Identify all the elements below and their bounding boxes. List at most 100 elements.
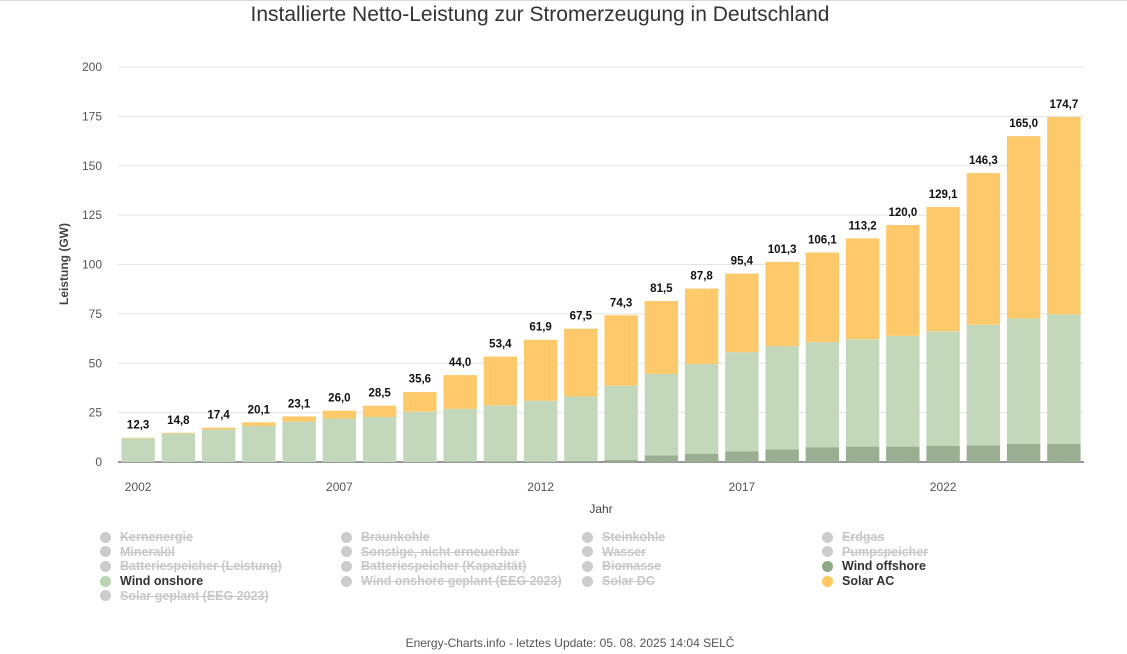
bar-segment-solar-ac-2009[interactable] bbox=[403, 392, 437, 412]
bar-segment-wind-onshore-2024[interactable] bbox=[1006, 318, 1041, 444]
legend-dot-icon bbox=[582, 575, 593, 587]
bar-segment-wind-offshore-2015[interactable] bbox=[644, 455, 679, 462]
bar-segment-wind-offshore-2024[interactable] bbox=[1006, 443, 1041, 462]
legend-item-wind-offshore[interactable]: Wind offshore bbox=[822, 559, 926, 573]
legend-item-batteriespeicher-leistung[interactable]: Batteriespeicher (Leistung) bbox=[100, 559, 282, 573]
bar-segment-solar-ac-2020[interactable] bbox=[845, 238, 880, 340]
bar-segment-solar-ac-2016[interactable] bbox=[684, 288, 719, 365]
total-label-2009: 35,6 bbox=[409, 374, 431, 386]
bar-segment-wind-onshore-2020[interactable] bbox=[845, 339, 880, 447]
total-label-2008: 28,5 bbox=[368, 388, 391, 400]
legend-dot-icon bbox=[822, 575, 833, 587]
bar-segment-wind-offshore-2016[interactable] bbox=[684, 453, 719, 462]
bar-segment-solar-ac-2014[interactable] bbox=[604, 315, 638, 386]
bar-segment-wind-onshore-2008[interactable] bbox=[362, 416, 397, 462]
bar-segment-wind-onshore-2022[interactable] bbox=[926, 331, 960, 447]
legend-item-solar-geplant-eeg-2023[interactable]: Solar geplant (EEG 2023) bbox=[100, 589, 269, 603]
total-label-2025: 174,7 bbox=[1049, 99, 1078, 111]
legend-item-solar-dc[interactable]: Solar DC bbox=[582, 574, 655, 588]
total-labels: 12,3 14,8 17,4 20,1 23,1 26,0 28,5 35,6 44,0 53,4… bbox=[127, 99, 1078, 432]
bar-segment-wind-offshore-2013[interactable] bbox=[564, 461, 598, 462]
legend-item-kernenergie[interactable]: Kernenergie bbox=[100, 530, 193, 544]
bar-segment-wind-offshore-2023[interactable] bbox=[966, 445, 1001, 462]
bar-segment-wind-onshore-2023[interactable] bbox=[966, 324, 1001, 446]
legend-dot-icon bbox=[341, 560, 352, 572]
bar-segment-wind-offshore-2019[interactable] bbox=[805, 447, 840, 462]
x-tick-label: 2002 bbox=[125, 480, 152, 494]
legend-item-wind-onshore-geplant-eeg-2023[interactable]: Wind onshore geplant (EEG 2023) bbox=[341, 574, 562, 588]
bar-segment-wind-onshore-2018[interactable] bbox=[765, 346, 799, 450]
legend-label: Wind onshore geplant (EEG 2023) bbox=[361, 574, 562, 589]
bar-segment-solar-ac-2010[interactable] bbox=[443, 375, 477, 409]
legend-item-mineralöl[interactable]: Mineralöl bbox=[100, 545, 175, 559]
bar-segment-solar-ac-2013[interactable] bbox=[564, 328, 598, 397]
bar-segment-wind-onshore-2004[interactable] bbox=[201, 429, 236, 462]
bar-segment-wind-onshore-2019[interactable] bbox=[805, 342, 840, 448]
bar-segment-wind-onshore-2006[interactable] bbox=[282, 421, 316, 462]
bar-segment-solar-ac-2007[interactable] bbox=[322, 410, 357, 419]
bar-segment-wind-offshore-2018[interactable] bbox=[765, 449, 799, 462]
bar-segment-wind-onshore-2025[interactable] bbox=[1047, 314, 1081, 444]
bar-segment-solar-ac-2003[interactable] bbox=[161, 432, 196, 434]
bar-segment-wind-offshore-2021[interactable] bbox=[886, 446, 920, 462]
bar-segment-solar-ac-2023[interactable] bbox=[966, 173, 1001, 325]
bar-segment-wind-onshore-2003[interactable] bbox=[161, 433, 196, 462]
bar-stacks bbox=[121, 116, 1081, 462]
bar-segment-solar-ac-2012[interactable] bbox=[523, 339, 558, 401]
legend-dot-icon bbox=[100, 590, 111, 602]
bar-segment-solar-ac-2022[interactable] bbox=[926, 207, 960, 332]
bar-segment-wind-onshore-2005[interactable] bbox=[242, 426, 276, 462]
total-label-2002: 12,3 bbox=[127, 420, 149, 432]
bar-segment-wind-onshore-2012[interactable] bbox=[523, 400, 558, 462]
bar-segment-wind-onshore-2009[interactable] bbox=[403, 411, 437, 462]
bar-segment-solar-ac-2019[interactable] bbox=[805, 252, 840, 343]
bar-segment-solar-ac-2018[interactable] bbox=[765, 261, 799, 347]
bar-segment-wind-onshore-2002[interactable] bbox=[121, 438, 155, 462]
bar-segment-wind-offshore-2022[interactable] bbox=[926, 446, 960, 462]
y-tick-label: 100 bbox=[82, 258, 102, 272]
bar-segment-wind-offshore-2014[interactable] bbox=[604, 460, 638, 462]
bar-segment-wind-onshore-2014[interactable] bbox=[604, 385, 638, 461]
legend-item-wasser[interactable]: Wasser bbox=[582, 545, 646, 559]
bar-segment-solar-ac-2006[interactable] bbox=[282, 416, 316, 422]
legend-item-sonstige-nicht-erneuerbar[interactable]: Sonstige, nicht erneuerbar bbox=[341, 545, 519, 559]
bar-segment-solar-ac-2005[interactable] bbox=[242, 422, 276, 427]
bar-segment-solar-ac-2002[interactable] bbox=[121, 437, 155, 439]
total-label-2015: 81,5 bbox=[650, 283, 673, 295]
bar-segment-solar-ac-2017[interactable] bbox=[725, 273, 759, 353]
legend-item-solar-ac[interactable]: Solar AC bbox=[822, 574, 894, 588]
bar-segment-solar-ac-2011[interactable] bbox=[483, 356, 518, 406]
total-label-2007: 26,0 bbox=[328, 393, 350, 405]
bar-segment-solar-ac-2021[interactable] bbox=[886, 225, 920, 336]
bar-segment-solar-ac-2015[interactable] bbox=[644, 301, 679, 374]
bar-segment-wind-offshore-2012[interactable] bbox=[523, 461, 558, 462]
bar-segment-wind-onshore-2010[interactable] bbox=[443, 408, 477, 462]
bar-segment-wind-onshore-2011[interactable] bbox=[483, 405, 518, 462]
bar-segment-solar-ac-2004[interactable] bbox=[201, 427, 236, 430]
bar-segment-wind-onshore-2021[interactable] bbox=[886, 335, 920, 447]
total-label-2019: 106,1 bbox=[808, 234, 837, 246]
bar-segment-wind-onshore-2015[interactable] bbox=[644, 373, 679, 456]
total-label-2014: 74,3 bbox=[610, 297, 632, 309]
legend-item-steinkohle[interactable]: Steinkohle bbox=[582, 530, 665, 544]
bar-segment-wind-onshore-2013[interactable] bbox=[564, 396, 598, 462]
bar-segment-solar-ac-2024[interactable] bbox=[1006, 136, 1041, 319]
legend-item-erdgas[interactable]: Erdgas bbox=[822, 530, 884, 544]
legend-dot-icon bbox=[341, 531, 352, 543]
bar-segment-wind-onshore-2017[interactable] bbox=[725, 352, 759, 452]
legend-item-pumpspeicher[interactable]: Pumpspeicher bbox=[822, 545, 928, 559]
legend-dot-icon bbox=[341, 546, 352, 558]
bar-segment-wind-offshore-2025[interactable] bbox=[1047, 443, 1081, 462]
bar-segment-wind-onshore-2007[interactable] bbox=[322, 418, 357, 462]
bar-segment-wind-offshore-2020[interactable] bbox=[845, 446, 880, 462]
legend-item-wind-onshore[interactable]: Wind onshore bbox=[100, 574, 203, 588]
legend-item-biomasse[interactable]: Biomasse bbox=[582, 559, 661, 573]
bar-segment-wind-offshore-2017[interactable] bbox=[725, 451, 759, 462]
y-tick-label: 25 bbox=[89, 406, 103, 420]
bar-segment-wind-onshore-2016[interactable] bbox=[684, 364, 719, 454]
bar-segment-solar-ac-2025[interactable] bbox=[1047, 116, 1081, 315]
bar-segment-solar-ac-2008[interactable] bbox=[362, 405, 397, 417]
total-label-2004: 17,4 bbox=[207, 410, 230, 422]
legend-item-braunkohle[interactable]: Braunkohle bbox=[341, 530, 430, 544]
legend-item-batteriespeicher-kapazität[interactable]: Batteriespeicher (Kapazität) bbox=[341, 559, 526, 573]
